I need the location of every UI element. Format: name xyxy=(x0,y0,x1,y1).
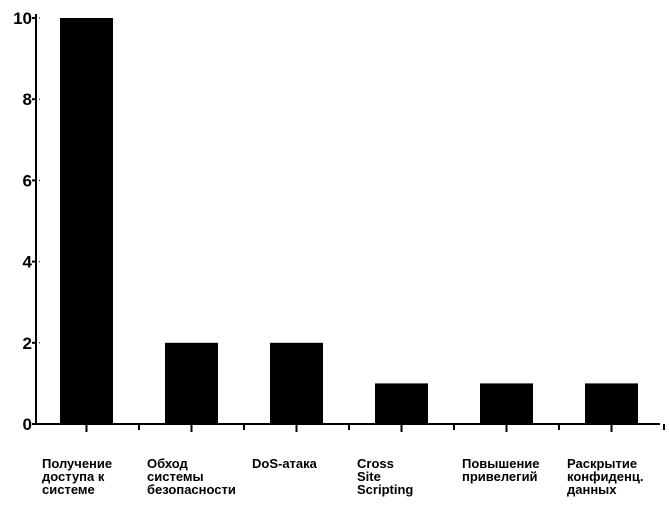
axes-layer xyxy=(35,14,665,432)
y-tick-label: 4 xyxy=(23,253,33,272)
x-tick-label: Site xyxy=(357,469,381,484)
bar xyxy=(270,342,323,424)
x-tick-label: Scripting xyxy=(357,482,413,497)
bars-layer xyxy=(60,18,638,424)
x-tick-label: конфиденц. xyxy=(567,469,643,484)
bar xyxy=(375,383,428,424)
x-tick-label: безопасности xyxy=(147,482,236,497)
x-tick-label: данных xyxy=(567,482,617,497)
y-tick-label: 8 xyxy=(23,90,32,109)
x-tick-label: Обход xyxy=(147,456,188,471)
bar xyxy=(60,18,113,424)
x-tick-label: Раскрытие xyxy=(567,456,637,471)
bar xyxy=(165,342,218,424)
bar xyxy=(480,383,533,424)
x-tick-label: DoS-атака xyxy=(252,456,318,471)
x-tick-label: Cross xyxy=(357,456,394,471)
y-tick-label: 10 xyxy=(13,9,32,28)
x-tick-label: привелегий xyxy=(462,469,538,484)
x-tick-label: системе xyxy=(42,482,95,497)
x-tick-label: доступа к xyxy=(42,469,105,484)
y-tick-label: 2 xyxy=(23,334,32,353)
x-tick-label: системы xyxy=(147,469,204,484)
bar xyxy=(585,383,638,424)
y-tick-label: 0 xyxy=(23,415,32,434)
x-tick-label: Получение xyxy=(42,456,112,471)
y-ticks-layer: 0 2 4 6 8 10 xyxy=(13,9,42,434)
x-tick-label: Повышение xyxy=(462,456,540,471)
y-tick-label: 6 xyxy=(23,171,32,190)
